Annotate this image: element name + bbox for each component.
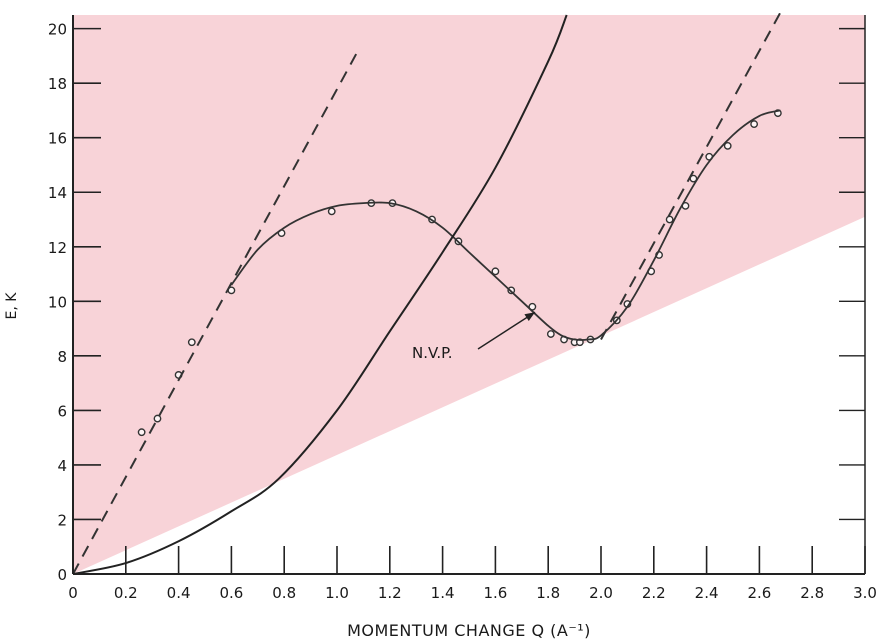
x-tick-label: 2.2 <box>642 584 666 602</box>
x-tick-label: 3.0 <box>853 584 877 602</box>
x-tick-label: 0.6 <box>219 584 243 602</box>
data-point <box>491 267 500 276</box>
data-point <box>187 338 196 347</box>
x-tick-label: 0.2 <box>114 584 138 602</box>
x-tick-label: 0 <box>68 584 78 602</box>
x-tick-label: 0.4 <box>167 584 191 602</box>
y-tick-label: 18 <box>48 75 67 93</box>
x-tick-label: 1.8 <box>536 584 560 602</box>
y-tick-label: 14 <box>48 184 67 202</box>
y-tick-label: 8 <box>57 348 67 366</box>
annotation-layer: N.V.P. <box>412 311 536 362</box>
x-axis-title: MOMENTUM CHANGE Q (A⁻¹) <box>347 621 591 640</box>
data-point <box>137 428 146 437</box>
y-tick-label: 16 <box>48 130 67 148</box>
y-axis-title: E, K <box>4 292 20 320</box>
y-tick-label: 2 <box>57 511 67 529</box>
x-tick-label: 1.6 <box>483 584 507 602</box>
x-tick-label: 2.4 <box>695 584 719 602</box>
axes-layer: 0 2 4 6 8 10 12 14 16 18 20 0 0.2 0.4 0.6 0.8 1.0 1.2 1.4 1… <box>48 15 877 602</box>
dashed-line <box>600 13 782 340</box>
annotation-label: N.V.P. <box>412 344 453 362</box>
data-point <box>528 302 537 311</box>
solid-curve <box>73 14 568 574</box>
shaded-region-layer <box>73 15 865 574</box>
data-point <box>546 330 555 338</box>
x-tick-label: 1.2 <box>378 584 402 602</box>
y-tick-label: 6 <box>57 402 67 420</box>
y-tick-label: 12 <box>48 239 67 257</box>
data-point <box>750 120 759 128</box>
x-tick-label: 0.8 <box>272 584 296 602</box>
shaded-region <box>73 15 865 574</box>
y-tick-label: 20 <box>48 21 67 39</box>
annotation-arrow-head <box>524 312 535 322</box>
x-tick-label: 2.8 <box>800 584 824 602</box>
fitted-curve <box>230 109 781 341</box>
data-point <box>723 141 732 150</box>
data-point <box>327 207 336 216</box>
y-tick-label: 10 <box>48 293 67 311</box>
series-layer <box>73 13 782 574</box>
data-point <box>153 414 162 423</box>
data-point <box>665 215 674 224</box>
x-tick-label: 2.0 <box>589 584 613 602</box>
x-tick-label: 2.6 <box>747 584 771 602</box>
y-tick-label: 0 <box>57 566 67 584</box>
annotation-arrow-line <box>477 311 536 350</box>
y-tick-label: 4 <box>57 457 67 475</box>
x-tick-label: 1.0 <box>325 584 349 602</box>
x-tick-label: 1.4 <box>431 584 455 602</box>
